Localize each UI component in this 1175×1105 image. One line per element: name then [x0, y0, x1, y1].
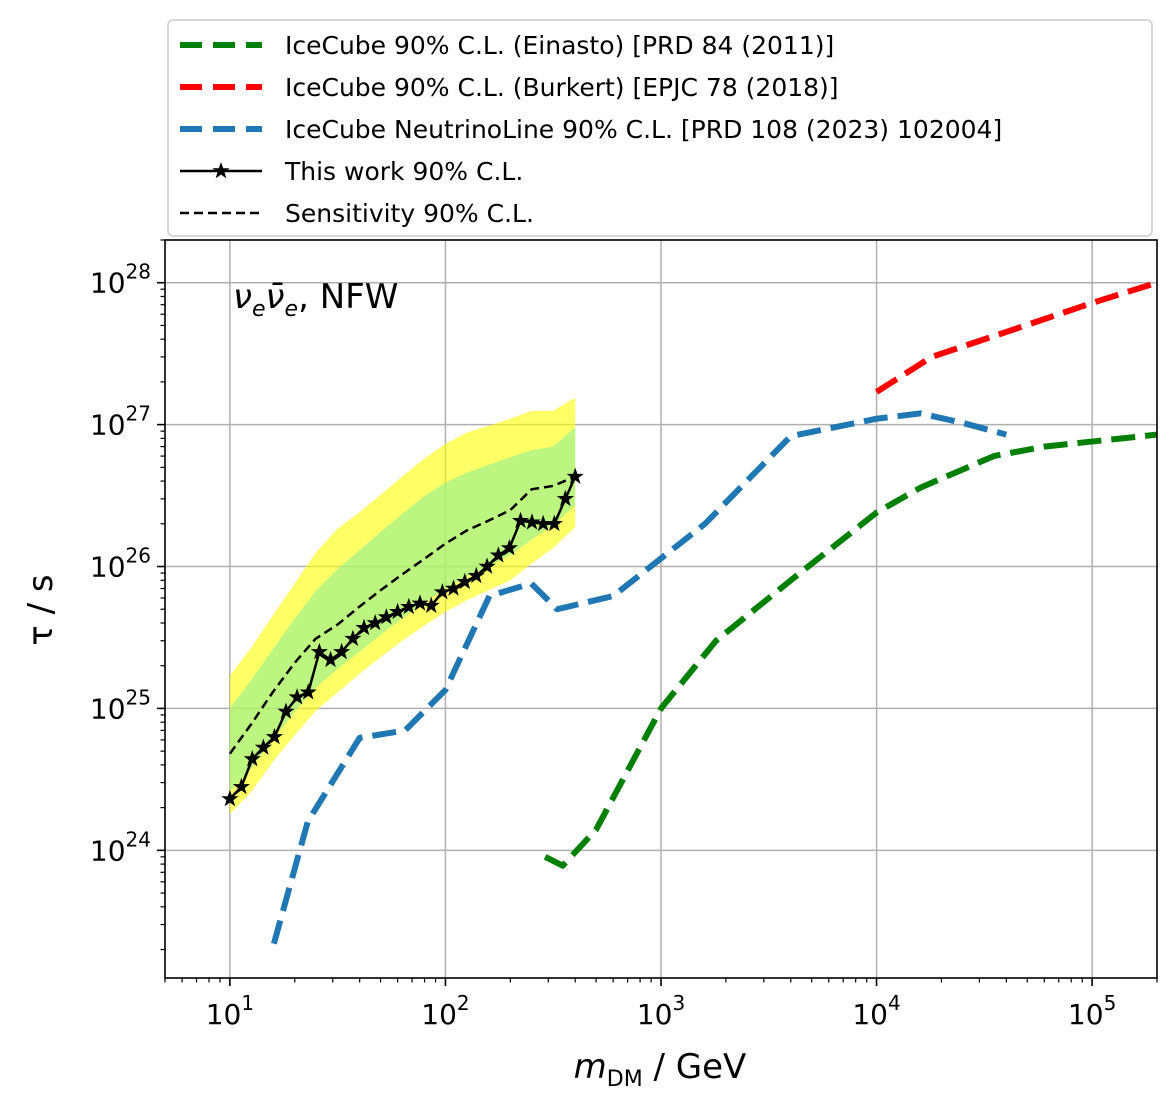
annot-sub-e1: e: [252, 297, 266, 322]
data-point-star: [566, 467, 584, 484]
legend-entry-3: This work 90% C.L.: [284, 157, 523, 186]
series-line-0: [543, 431, 1157, 869]
x-tick-exp: 4: [888, 991, 901, 1015]
annot-rest: , NFW: [298, 277, 398, 317]
y-axis-label: τ / s: [21, 574, 61, 645]
x-label-m: m: [574, 1047, 607, 1087]
data-point-star: [288, 688, 306, 705]
y-tick-base: 10: [90, 409, 126, 442]
y-tick-label: 1026: [90, 544, 151, 584]
annot-nu: ν: [233, 277, 252, 317]
data-point-star: [277, 702, 295, 719]
series-line-2: [270, 410, 1008, 945]
x-tick-base: 10: [1068, 998, 1104, 1031]
y-tick-base: 10: [90, 834, 126, 867]
data-point-star: [489, 546, 507, 563]
data-point-star: [467, 566, 485, 584]
y-tick-exp: 24: [126, 827, 151, 851]
data-point-star: [310, 642, 328, 660]
data-point-star: [500, 539, 518, 556]
x-tick-label: 101: [206, 991, 254, 1031]
plot-annotation: νeν̄e, NFW: [233, 277, 398, 322]
data-point-star: [265, 727, 284, 745]
data-point-star: [389, 602, 407, 620]
x-tick-base: 10: [852, 998, 888, 1031]
data-point-star: [433, 583, 451, 600]
x-tick-base: 10: [206, 998, 242, 1031]
y-tick-base: 10: [90, 267, 126, 300]
x-tick-label: 102: [421, 991, 469, 1031]
x-tick-exp: 1: [241, 991, 254, 1015]
y-tick-base: 10: [90, 551, 126, 584]
y-tick-label: 1025: [90, 685, 151, 725]
data-point-star: [366, 613, 384, 631]
data-point-star: [478, 557, 496, 574]
x-label-sub: DM: [607, 1067, 643, 1092]
y-tick-exp: 25: [126, 685, 151, 709]
y-tick-label: 1028: [90, 260, 151, 300]
data-point-star: [377, 608, 395, 625]
legend-star-marker: [212, 161, 230, 179]
data-point-star: [243, 750, 261, 767]
data-point-star: [232, 777, 250, 795]
series-line-4: [228, 475, 576, 755]
data-point-star: [444, 579, 463, 596]
x-tick-label: 103: [637, 991, 685, 1031]
legend: IceCube 90% C.L. (Einasto) [PRD 84 (2011…: [167, 19, 1153, 237]
data-point-star: [411, 594, 429, 611]
x-tick-exp: 2: [457, 991, 470, 1015]
y-tick-exp: 27: [126, 402, 151, 426]
x-tick-base: 10: [421, 998, 457, 1031]
legend-entry-2: IceCube NeutrinoLine 90% C.L. [PRD 108 (…: [285, 115, 1002, 144]
data-point-star: [355, 618, 373, 636]
x-tick-exp: 3: [672, 991, 685, 1015]
legend-box: [167, 19, 1153, 237]
series-line-1: [874, 279, 1157, 395]
data-point-star: [422, 596, 440, 613]
x-tick-label: 105: [1068, 991, 1116, 1031]
y-tick-label: 1027: [90, 402, 151, 442]
data-point-star: [545, 514, 563, 532]
y-tick-exp: 28: [126, 260, 151, 284]
data-point-star: [344, 629, 362, 647]
y-tick-exp: 26: [126, 544, 151, 568]
y-tick-label: 1024: [90, 827, 151, 867]
data-point-star: [511, 511, 530, 529]
data-point-star: [254, 738, 272, 755]
annot-sub-e2: e: [285, 297, 299, 322]
data-point-star: [321, 650, 340, 668]
data-point-star: [556, 489, 574, 507]
x-axis-label: mDM / GeV: [574, 1047, 747, 1092]
legend-entry-1: IceCube 90% C.L. (Burkert) [EPJC 78 (201…: [285, 73, 839, 102]
data-point-star: [333, 642, 351, 660]
series-lines: [221, 279, 1157, 945]
legend-entry-0: IceCube 90% C.L. (Einasto) [PRD 84 (2011…: [285, 31, 834, 60]
legend-entry-4: Sensitivity 90% C.L.: [285, 199, 534, 228]
data-point-star: [221, 789, 239, 807]
data-point-star: [400, 597, 418, 615]
x-label-unit: / GeV: [643, 1047, 747, 1087]
data-point-star: [299, 683, 317, 700]
data-point-star: [456, 572, 474, 590]
data-point-star: [523, 513, 541, 530]
x-tick-base: 10: [637, 998, 673, 1031]
x-tick-exp: 5: [1104, 991, 1117, 1015]
annot-nubar: ν̄: [266, 277, 285, 317]
x-tick-label: 104: [852, 991, 900, 1031]
y-tick-base: 10: [90, 692, 126, 725]
